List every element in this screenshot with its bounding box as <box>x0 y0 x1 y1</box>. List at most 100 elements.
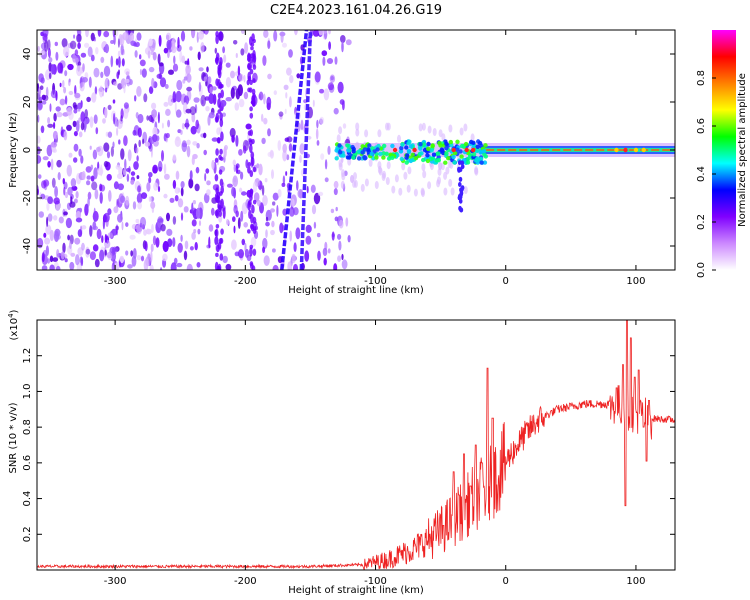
noise-band-blob <box>214 228 219 238</box>
noise-blob <box>97 167 104 176</box>
noise-blob <box>159 77 167 88</box>
noise-blob <box>244 140 250 146</box>
noise-blob <box>74 237 81 245</box>
noise-blob <box>261 137 266 145</box>
tone-blob <box>398 149 404 154</box>
halo-blob <box>463 186 468 195</box>
noise-blob <box>172 63 179 72</box>
noise-blob <box>186 145 191 158</box>
noise-blob <box>132 201 137 210</box>
noise-blob <box>341 259 348 270</box>
noise-blob <box>172 216 177 225</box>
noise-blob <box>92 244 99 252</box>
noise-band-blob <box>219 118 224 128</box>
noise-band-blob <box>248 209 252 219</box>
noise-blob <box>322 247 328 257</box>
noise-blob <box>152 126 158 137</box>
noise-blob <box>161 122 164 129</box>
noise-band-blob <box>216 244 220 253</box>
tone-blob <box>436 151 441 156</box>
noise-blob <box>214 47 217 54</box>
noise-blob <box>40 77 45 84</box>
tone-blob <box>471 140 476 145</box>
noise-band-blob <box>252 97 256 108</box>
tone-blob <box>479 160 484 165</box>
noise-blob <box>101 235 104 244</box>
noise-blob <box>117 173 123 180</box>
noise-blob <box>93 167 98 180</box>
noise-blob <box>138 139 141 148</box>
noise-blob <box>68 90 74 96</box>
noise-blob <box>63 86 67 94</box>
noise-blob <box>230 70 235 79</box>
noise-blob <box>171 45 177 54</box>
noise-blob <box>289 206 295 217</box>
noise-blob <box>243 222 248 228</box>
tone-blob <box>431 152 437 157</box>
noise-blob <box>153 182 159 191</box>
noise-blob <box>334 56 338 65</box>
noise-blob <box>80 122 85 131</box>
noise-blob <box>204 173 207 182</box>
noise-blob <box>160 224 166 232</box>
noise-blob <box>229 127 236 138</box>
noise-blob <box>333 263 338 270</box>
noise-blob <box>312 99 315 108</box>
noise-blob <box>279 222 284 234</box>
noise-blob <box>69 40 77 50</box>
streak-line <box>299 30 313 270</box>
x-tick-label: -300 <box>104 276 127 287</box>
noise-blob <box>270 208 275 213</box>
noise-blob <box>271 169 274 180</box>
noise-blob <box>63 130 68 141</box>
noise-blob <box>46 258 51 264</box>
noise-band-blob <box>214 209 219 217</box>
noise-blob <box>84 42 90 48</box>
noise-blob <box>169 197 175 203</box>
halo-blob <box>377 165 382 174</box>
noise-blob <box>90 164 94 170</box>
noise-blob <box>233 164 236 172</box>
noise-blob <box>107 131 113 138</box>
noise-blob <box>174 101 177 114</box>
tone-blob <box>399 145 404 151</box>
noise-blob <box>252 181 258 193</box>
noise-blob <box>129 234 136 240</box>
noise-blob <box>95 47 99 55</box>
noise-blob <box>163 193 168 199</box>
tone-blob <box>451 154 456 160</box>
noise-blob <box>73 131 78 137</box>
noise-blob <box>295 227 301 240</box>
noise-blob <box>225 77 231 88</box>
noise-blob <box>140 192 148 200</box>
tail-blob <box>458 194 463 200</box>
halo-blob <box>436 179 441 188</box>
noise-band-blob <box>252 49 256 60</box>
noise-blob <box>94 258 100 268</box>
noise-blob <box>137 202 143 210</box>
noise-blob <box>53 112 57 122</box>
noise-band-blob <box>252 64 257 70</box>
noise-blob <box>189 170 193 181</box>
noise-blob <box>299 143 305 155</box>
noise-blob <box>147 253 151 260</box>
noise-blob <box>146 182 151 192</box>
noise-blob <box>104 107 108 119</box>
noise-blob <box>263 30 269 38</box>
noise-blob <box>238 149 243 156</box>
noise-band-blob <box>249 106 253 112</box>
noise-blob <box>151 102 157 110</box>
tail-blob <box>458 182 462 187</box>
halo-blob <box>422 170 427 179</box>
svg-text:(x104): (x104) <box>7 309 20 340</box>
noise-blob <box>191 232 196 240</box>
noise-blob <box>243 91 249 100</box>
tone-blob <box>477 141 483 146</box>
noise-blob <box>231 239 237 250</box>
noise-blob <box>240 171 244 180</box>
noise-blob <box>70 196 73 205</box>
noise-blob <box>293 263 298 270</box>
noise-blob <box>44 39 49 52</box>
noise-blob <box>115 58 119 66</box>
noise-band-blob <box>214 157 219 163</box>
